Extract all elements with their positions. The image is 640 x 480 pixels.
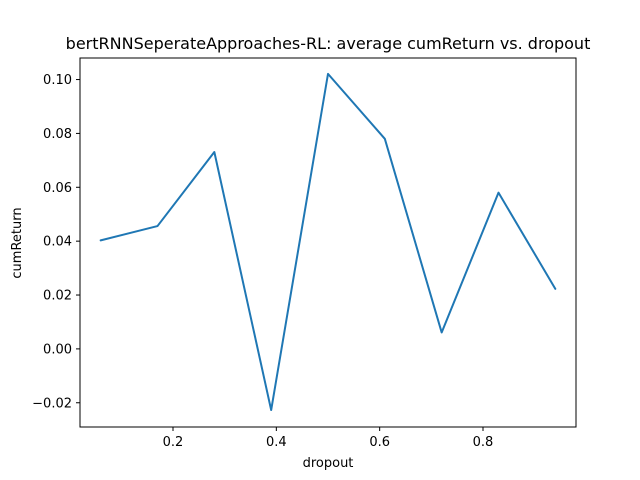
x-tick-label: 0.8	[473, 435, 494, 450]
x-tick-label: 0.2	[163, 435, 184, 450]
y-tick-label: 0.04	[43, 235, 72, 250]
x-axis-label: dropout	[303, 456, 354, 471]
y-tick-label: 0.00	[43, 342, 72, 357]
y-axis-label: cumReturn	[10, 207, 25, 278]
x-tick-label: 0.6	[369, 435, 390, 450]
y-tick-label: 0.02	[43, 289, 72, 304]
series-line	[99, 72, 557, 412]
x-tick-label: 0.4	[266, 435, 287, 450]
y-tick-label: 0.08	[43, 127, 72, 142]
y-tick-label: 0.06	[43, 181, 72, 196]
y-tick-label: 0.10	[43, 73, 72, 88]
x-axis-ticks: 0.2 0.4 0.6 0.8	[163, 427, 494, 450]
y-tick-label: −0.02	[32, 396, 72, 411]
plot-area-frame	[79, 57, 577, 428]
y-axis-ticks: −0.02 0.00 0.02 0.04 0.06 0.08 0.10	[32, 73, 80, 411]
chart-title: bertRNNSeperateApproaches-RL: average cu…	[66, 34, 591, 53]
